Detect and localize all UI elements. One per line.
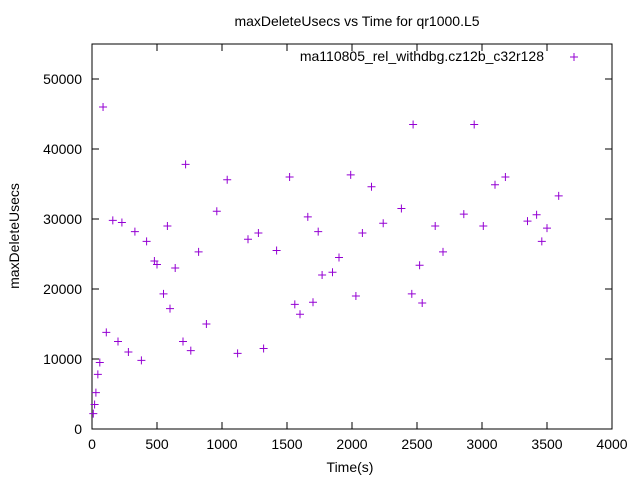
data-point xyxy=(166,304,174,313)
data-point xyxy=(179,337,187,346)
data-point xyxy=(523,217,532,226)
data-points xyxy=(89,103,563,418)
y-axis: 0 10000 20000 30000 40000 50000 xyxy=(43,71,612,437)
y-tick-label: 30000 xyxy=(43,211,82,227)
x-tick-label: 3000 xyxy=(466,436,497,452)
legend-marker xyxy=(570,53,578,61)
y-axis-label: maxDeleteUsecs xyxy=(6,183,22,289)
data-point xyxy=(397,204,406,213)
y-tick-label: 0 xyxy=(74,421,82,437)
data-point xyxy=(314,227,323,236)
data-point xyxy=(233,349,242,358)
data-point xyxy=(254,229,263,237)
data-point xyxy=(346,170,355,179)
data-point xyxy=(93,370,102,379)
data-point xyxy=(89,409,98,418)
x-axis: 0 500 1000 1500 2000 2500 3000 3500 4000 xyxy=(88,44,628,452)
data-point xyxy=(459,210,468,219)
data-point xyxy=(367,182,376,191)
legend-label: ma110805_rel_withdbg.cz12b_c32r128 xyxy=(300,48,544,64)
data-point xyxy=(290,300,299,309)
data-point xyxy=(318,271,327,279)
data-point xyxy=(124,348,133,356)
data-point xyxy=(418,299,427,307)
y-tick-label: 40000 xyxy=(43,141,82,157)
data-point xyxy=(285,173,294,181)
y-tick-label: 50000 xyxy=(43,71,82,87)
data-point xyxy=(543,224,551,233)
data-point xyxy=(244,235,252,244)
x-tick-label: 4000 xyxy=(596,436,627,452)
data-point xyxy=(223,175,232,184)
data-point xyxy=(379,219,388,228)
data-point xyxy=(186,346,195,355)
data-point xyxy=(108,216,117,225)
data-point xyxy=(90,400,99,409)
data-point xyxy=(431,222,440,230)
data-point xyxy=(137,356,146,365)
data-point xyxy=(194,247,203,256)
x-tick-label: 2500 xyxy=(401,436,432,452)
data-point xyxy=(351,292,360,300)
data-point xyxy=(296,310,304,319)
data-point xyxy=(142,237,151,246)
x-tick-label: 3500 xyxy=(531,436,562,452)
data-point xyxy=(554,191,563,200)
y-tick-label: 10000 xyxy=(43,351,82,367)
data-point xyxy=(117,218,126,227)
data-point xyxy=(415,261,424,270)
data-point xyxy=(91,388,100,397)
data-point xyxy=(303,212,312,221)
data-point xyxy=(153,260,161,269)
data-point xyxy=(212,207,221,216)
data-point xyxy=(501,173,510,181)
data-point xyxy=(470,120,479,129)
data-point xyxy=(409,120,418,129)
data-point xyxy=(272,246,281,255)
x-tick-label: 2000 xyxy=(336,436,367,452)
data-point xyxy=(532,210,541,219)
x-tick-label: 1000 xyxy=(206,436,237,452)
x-tick-label: 1500 xyxy=(271,436,302,452)
data-point xyxy=(102,328,111,337)
data-point xyxy=(537,237,546,246)
x-tick-label: 0 xyxy=(88,436,96,452)
data-point xyxy=(163,222,172,230)
data-point xyxy=(159,289,168,298)
data-point xyxy=(99,103,108,111)
x-axis-label: Time(s) xyxy=(327,459,374,475)
data-point xyxy=(130,227,139,236)
data-point xyxy=(171,264,180,272)
data-point xyxy=(202,320,211,328)
data-point xyxy=(407,289,416,298)
data-point xyxy=(358,229,367,237)
chart-title: maxDeleteUsecs vs Time for qr1000.L5 xyxy=(234,13,479,29)
data-point xyxy=(181,160,190,169)
data-point xyxy=(114,337,122,346)
data-point xyxy=(95,358,104,367)
data-point xyxy=(309,298,317,307)
y-tick-label: 20000 xyxy=(43,281,82,297)
data-point xyxy=(328,268,337,277)
data-point xyxy=(439,247,447,256)
data-point xyxy=(491,180,499,189)
data-point xyxy=(259,344,268,353)
data-point xyxy=(479,222,488,230)
x-tick-label: 500 xyxy=(145,436,169,452)
data-point xyxy=(335,253,343,262)
legend: ma110805_rel_withdbg.cz12b_c32r128 xyxy=(300,48,578,64)
